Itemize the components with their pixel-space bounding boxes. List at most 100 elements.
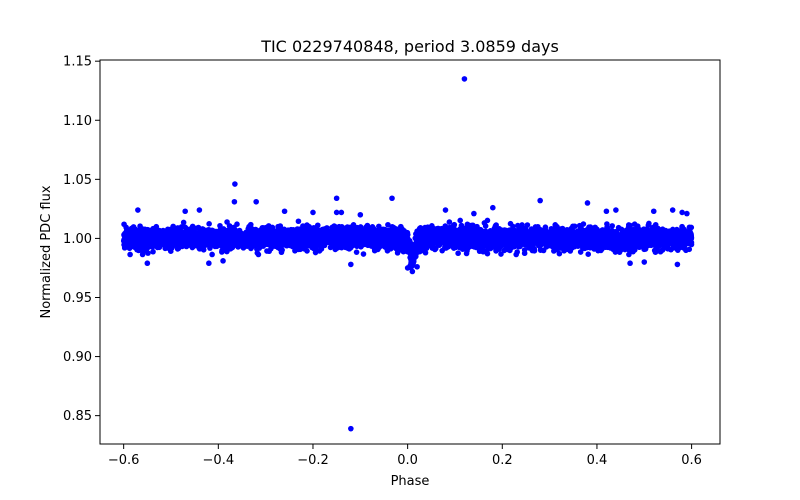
data-point xyxy=(177,225,184,232)
data-point xyxy=(247,232,254,239)
data-point xyxy=(291,233,298,239)
data-point xyxy=(354,233,360,239)
data-point xyxy=(151,226,158,232)
data-point xyxy=(482,229,488,236)
data-point xyxy=(179,230,186,237)
data-point xyxy=(416,248,423,255)
data-point xyxy=(627,222,634,229)
data-point xyxy=(455,250,461,257)
data-point xyxy=(364,225,371,232)
data-point xyxy=(178,240,185,247)
data-point xyxy=(626,251,632,258)
data-point xyxy=(642,246,649,252)
data-point xyxy=(643,226,650,233)
data-point xyxy=(579,228,585,234)
data-point xyxy=(583,230,590,237)
data-point xyxy=(521,247,528,253)
data-point xyxy=(150,248,156,255)
data-point xyxy=(157,241,163,247)
data-point xyxy=(407,254,413,261)
data-point xyxy=(224,219,230,225)
data-point xyxy=(680,245,687,251)
data-point xyxy=(248,245,254,252)
data-point xyxy=(432,246,438,253)
data-point xyxy=(205,233,212,239)
data-point xyxy=(435,225,441,232)
data-point xyxy=(487,228,494,234)
data-point xyxy=(168,242,174,249)
data-point xyxy=(599,241,605,247)
data-point xyxy=(137,223,143,229)
data-point xyxy=(217,222,223,229)
data-point xyxy=(420,243,427,250)
data-point xyxy=(568,225,574,232)
data-point xyxy=(281,228,288,235)
data-point xyxy=(535,223,541,230)
data-point xyxy=(122,240,129,246)
data-point xyxy=(468,226,475,233)
data-point xyxy=(523,236,529,243)
data-point xyxy=(275,244,281,251)
data-point xyxy=(506,227,512,234)
data-point xyxy=(223,248,230,255)
data-point xyxy=(197,228,204,234)
data-point xyxy=(324,227,330,234)
data-point xyxy=(343,243,349,250)
data-point xyxy=(609,223,615,229)
data-point xyxy=(365,236,372,243)
data-point xyxy=(189,244,196,251)
data-point xyxy=(127,251,133,258)
data-point xyxy=(626,243,633,249)
data-point xyxy=(444,230,451,237)
data-point xyxy=(683,229,689,236)
chart-title: TIC 0229740848, period 3.0859 days xyxy=(260,37,559,56)
data-point xyxy=(513,251,519,258)
data-point xyxy=(121,221,127,228)
data-point xyxy=(557,234,563,240)
data-point xyxy=(498,251,504,257)
data-point xyxy=(167,248,174,254)
data-point xyxy=(445,241,451,248)
data-point xyxy=(306,223,312,230)
data-point xyxy=(329,224,335,231)
data-point xyxy=(314,222,321,229)
data-point xyxy=(209,251,215,258)
data-point xyxy=(480,248,486,255)
data-point xyxy=(659,226,666,232)
data-point xyxy=(390,224,397,231)
data-point xyxy=(169,230,175,237)
data-point xyxy=(360,251,367,257)
data-point xyxy=(462,225,469,231)
data-point xyxy=(152,230,159,237)
data-point xyxy=(234,221,240,227)
data-point xyxy=(277,223,284,229)
data-point xyxy=(370,238,376,245)
data-point xyxy=(465,233,471,240)
data-point xyxy=(567,244,574,250)
data-point xyxy=(481,220,488,226)
data-point xyxy=(247,239,254,246)
data-point xyxy=(653,246,660,252)
data-point xyxy=(540,247,547,254)
data-point xyxy=(385,221,391,228)
data-point xyxy=(630,248,636,255)
data-point xyxy=(457,217,464,224)
data-point xyxy=(598,232,605,239)
data-point xyxy=(400,248,407,255)
data-point xyxy=(136,247,143,254)
data-point xyxy=(331,231,338,237)
data-point xyxy=(493,222,499,228)
data-point xyxy=(180,219,187,226)
data-point xyxy=(295,218,302,225)
data-point xyxy=(576,222,583,229)
data-point xyxy=(123,234,129,241)
data-point xyxy=(450,222,457,229)
data-point xyxy=(395,247,402,254)
data-point xyxy=(631,221,638,227)
data-point xyxy=(178,235,184,242)
data-point xyxy=(243,229,249,236)
data-point xyxy=(377,241,383,247)
data-point xyxy=(398,225,405,232)
data-point xyxy=(350,222,357,228)
data-point xyxy=(130,224,137,230)
